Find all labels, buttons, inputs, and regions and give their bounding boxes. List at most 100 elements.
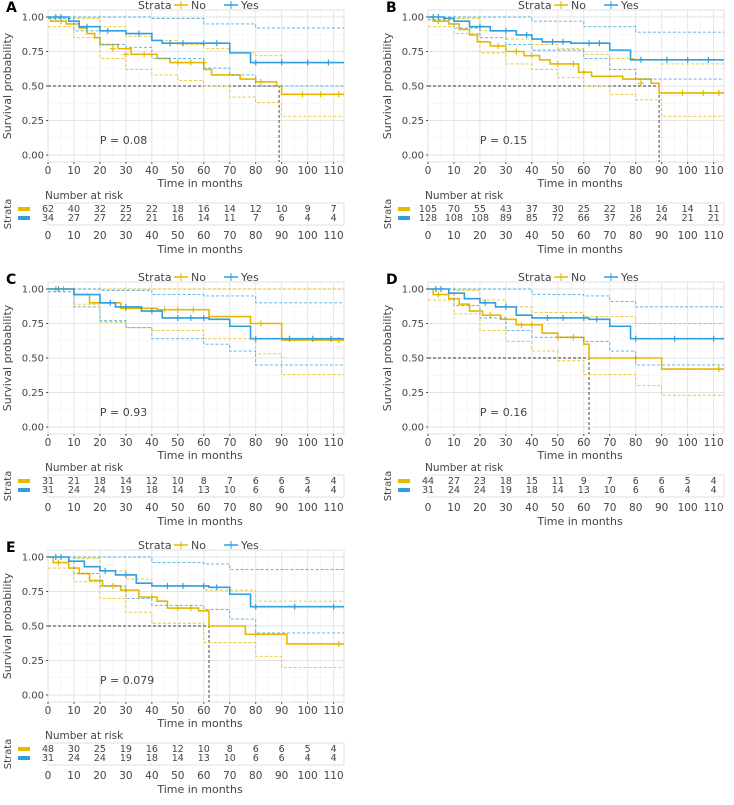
xtick-label: 30 — [499, 165, 512, 177]
ytick-label: 0.00 — [402, 423, 424, 434]
risk-xtick-label: 110 — [324, 230, 344, 242]
y-axis-label: Survival probability — [1, 32, 14, 139]
legend: Strata No Yes — [138, 0, 259, 12]
series-yes — [48, 14, 344, 87]
risk-xtick-label: 90 — [275, 230, 288, 242]
panel-a: A Strata No Yes 0.00 0.25 0.50 0.75 1.00 Survival… — [1, 0, 345, 256]
xtick-label: 30 — [119, 437, 132, 449]
risk-count: 9 — [305, 204, 311, 215]
ytick-label: 0.75 — [22, 47, 44, 58]
xtick-label: 110 — [324, 437, 344, 449]
risk-xtick-label: 30 — [499, 230, 512, 242]
ci-lower-yes — [48, 17, 344, 87]
series-yes — [428, 14, 724, 80]
ytick-label: 0.25 — [22, 116, 44, 127]
xtick-label: 80 — [249, 437, 262, 449]
xtick-label: 20 — [93, 437, 106, 449]
risk-xtick-label: 40 — [145, 502, 158, 514]
xtick-label: 70 — [603, 165, 616, 177]
risk-xtick-label: 0 — [45, 770, 52, 782]
risk-count: 18 — [146, 753, 158, 764]
risk-count: 19 — [120, 744, 132, 755]
xtick-label: 60 — [197, 165, 210, 177]
risk-count: 14 — [552, 485, 564, 496]
risk-key-yes — [18, 488, 30, 492]
risk-x-axis-label: Time in months — [156, 783, 243, 796]
x-axis-label: Time in months — [536, 449, 623, 462]
risk-xtick-label: 110 — [704, 502, 724, 514]
xtick-label: 40 — [525, 165, 538, 177]
legend-title: Strata — [518, 271, 552, 284]
risk-count: 21 — [682, 213, 694, 224]
risk-count: 10 — [276, 204, 288, 215]
xtick-label: 90 — [275, 165, 288, 177]
risk-xtick-label: 70 — [603, 502, 616, 514]
risk-count: 21 — [146, 213, 158, 224]
risk-count: 43 — [500, 204, 512, 215]
risk-xtick-label: 50 — [171, 770, 184, 782]
risk-xtick-label: 30 — [119, 770, 132, 782]
risk-count: 30 — [552, 204, 564, 215]
legend: Strata No Yes — [138, 271, 259, 284]
risk-count: 34 — [42, 213, 54, 224]
risk-count: 12 — [146, 476, 158, 487]
risk-xtick-label: 40 — [145, 770, 158, 782]
xtick-label: 70 — [223, 705, 236, 717]
risk-count: 22 — [604, 204, 616, 215]
series-yes — [48, 554, 344, 634]
risk-count: 9 — [581, 476, 587, 487]
risk-count: 14 — [172, 485, 184, 496]
risk-count: 14 — [172, 753, 184, 764]
ytick-label: 0.25 — [22, 656, 44, 667]
risk-count: 11 — [708, 204, 720, 215]
y-axis-label: Survival probability — [1, 304, 14, 411]
risk-count: 14 — [224, 204, 236, 215]
x-axis-label: Time in months — [536, 177, 623, 190]
xtick-label: 60 — [577, 437, 590, 449]
legend-label-yes: Yes — [240, 539, 259, 552]
y-axis-label: Survival probability — [1, 572, 14, 679]
panel-label: A — [6, 0, 17, 16]
ytick-label: 0.00 — [22, 151, 44, 162]
series-yes — [48, 286, 344, 366]
p-value: P = 0.16 — [480, 406, 527, 419]
xtick-label: 60 — [577, 165, 590, 177]
risk-count: 31 — [42, 753, 54, 764]
risk-count: 23 — [474, 476, 486, 487]
risk-xtick-label: 70 — [603, 230, 616, 242]
risk-table-title: Number at risk — [425, 462, 504, 474]
risk-count: 16 — [198, 204, 210, 215]
risk-xtick-label: 70 — [223, 770, 236, 782]
risk-xtick-label: 50 — [171, 502, 184, 514]
risk-count: 31 — [42, 476, 54, 487]
risk-xtick-label: 80 — [249, 502, 262, 514]
risk-xtick-label: 20 — [93, 230, 106, 242]
risk-count: 27 — [94, 213, 106, 224]
risk-xtick-label: 100 — [298, 502, 318, 514]
risk-count: 10 — [172, 476, 184, 487]
risk-xtick-label: 20 — [93, 502, 106, 514]
risk-count: 19 — [120, 753, 132, 764]
xtick-label: 20 — [93, 705, 106, 717]
risk-count: 6 — [279, 476, 285, 487]
survival-curve-yes — [428, 288, 724, 340]
x-axis-label: Time in months — [156, 177, 243, 190]
xtick-label: 50 — [171, 705, 184, 717]
legend-label-yes: Yes — [240, 271, 259, 284]
risk-count: 22 — [146, 204, 158, 215]
survival-curve-yes — [48, 16, 344, 64]
risk-key-yes — [398, 488, 410, 492]
panel-d: D Strata No Yes 0.00 0.25 0.50 0.75 1.00 Survival… — [381, 271, 725, 528]
risk-xtick-label: 40 — [525, 230, 538, 242]
ci-lower-no — [428, 299, 724, 396]
risk-key-no — [18, 747, 30, 751]
risk-count: 5 — [305, 744, 311, 755]
ytick-label: 0.00 — [402, 151, 424, 162]
ci-upper-no — [428, 288, 724, 324]
risk-count: 6 — [279, 744, 285, 755]
legend-label-no: No — [571, 271, 586, 284]
risk-xtick-label: 50 — [551, 502, 564, 514]
risk-table-box — [47, 474, 345, 498]
xtick-label: 30 — [119, 705, 132, 717]
risk-xtick-label: 20 — [93, 770, 106, 782]
